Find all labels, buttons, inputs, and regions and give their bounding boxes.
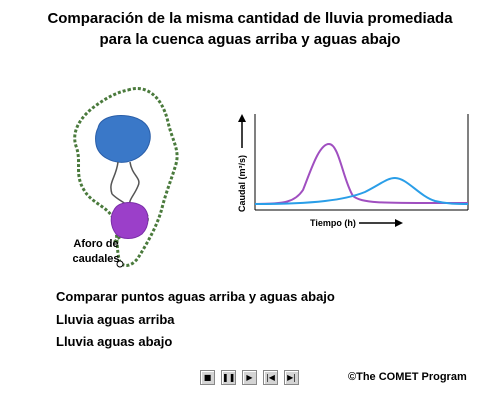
hydrograph: Caudal (m³/s) Tiempo (h) (237, 114, 469, 228)
downstream-subbasin (110, 202, 149, 239)
blue-hydrograph-curve (254, 176, 469, 205)
x-arrow-head (395, 219, 403, 227)
link-compare-points[interactable]: Comparar puntos aguas arriba y aguas aba… (56, 289, 335, 304)
page-title: Comparación de la misma cantidad de lluv… (20, 8, 480, 50)
purple-hydrograph-curve (254, 142, 469, 205)
play-button[interactable]: ▶ (242, 370, 257, 385)
link-downstream-rain[interactable]: Lluvia aguas abajo (56, 334, 173, 349)
stop-button[interactable]: ■ (200, 370, 215, 385)
upstream-subbasin (95, 115, 151, 163)
title-line-1: Comparación de la misma cantidad de lluv… (47, 10, 453, 27)
y-axis-label-group: Caudal (m³/s) (237, 114, 247, 212)
copyright: ©The COMET Program (348, 371, 467, 383)
link-upstream-rain[interactable]: Lluvia aguas arriba (56, 312, 175, 327)
playback-controls: ■ ❚❚ ▶ |◀ ▶| (200, 370, 299, 386)
step-back-button[interactable]: |◀ (263, 370, 278, 385)
y-arrow-head (238, 114, 246, 122)
watershed-diagram (73, 87, 179, 268)
y-axis-label: Caudal (m³/s) (237, 155, 247, 212)
step-forward-button[interactable]: ▶| (284, 370, 299, 385)
title-line-2: para la cuenca aguas arriba y aguas abaj… (99, 31, 401, 48)
x-axis-label: Tiempo (h) (310, 218, 356, 228)
river-channel (110, 161, 140, 207)
gauge-label-line-1: Aforo de (73, 238, 119, 250)
pause-button[interactable]: ❚❚ (221, 370, 236, 385)
gauge-label: Aforo de caudales (70, 237, 122, 267)
gauge-point (116, 260, 124, 268)
gauge-label-line-2: caudales (72, 253, 120, 265)
